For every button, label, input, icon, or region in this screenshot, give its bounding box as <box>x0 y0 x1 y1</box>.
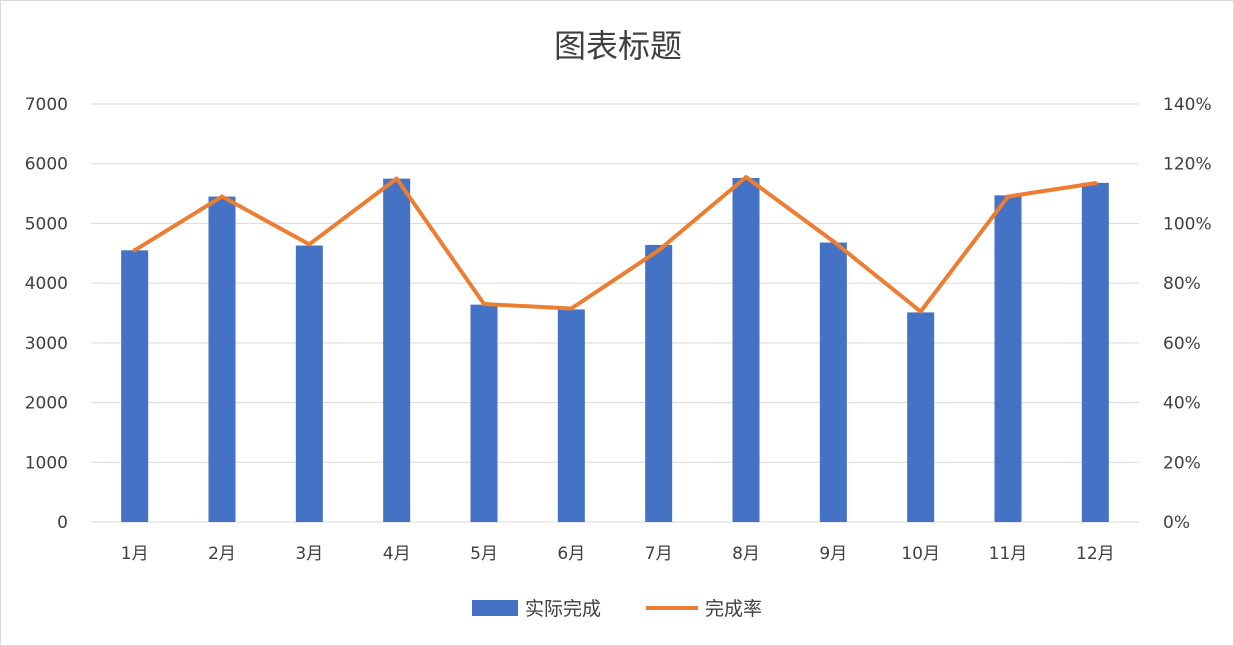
y-left-tick-label: 6000 <box>25 155 68 175</box>
x-tick-label: 9月 <box>819 544 847 564</box>
y-right-tick-label: 0% <box>1163 513 1190 533</box>
line-series <box>132 175 1098 314</box>
y-left-tick-label: 7000 <box>25 95 68 115</box>
x-tick-label: 2月 <box>208 544 236 564</box>
rate-point-1 <box>132 248 137 253</box>
y-left-tick-label: 0 <box>57 513 68 533</box>
legend-label-bars: 实际完成 <box>525 598 601 620</box>
y-left-tick-label: 5000 <box>25 214 68 234</box>
bar-5 <box>470 304 498 522</box>
rate-point-7 <box>656 248 661 253</box>
x-tick-label: 5月 <box>470 544 498 564</box>
legend-label-line: 完成率 <box>705 598 762 620</box>
y-left-tick-label: 3000 <box>25 334 68 354</box>
bar-10 <box>907 312 935 522</box>
bar-7 <box>645 244 673 522</box>
rate-point-10 <box>918 309 923 314</box>
legend: 实际完成 完成率 <box>472 598 762 620</box>
chart-title: 图表标题 <box>554 27 682 65</box>
bar-2 <box>208 196 236 523</box>
x-tick-label: 4月 <box>383 544 411 564</box>
rate-point-9 <box>831 239 836 244</box>
x-tick-label: 8月 <box>732 544 760 564</box>
y-right-tick-label: 140% <box>1163 95 1212 115</box>
y-right-tick-label: 40% <box>1163 394 1201 414</box>
rate-line <box>132 175 1098 314</box>
x-tick-label: 7月 <box>645 544 673 564</box>
y-right-tick-label: 100% <box>1163 214 1212 234</box>
y-right-tick-label: 60% <box>1163 334 1201 354</box>
bar-series <box>121 178 1109 523</box>
y-right-tick-label: 20% <box>1163 453 1201 473</box>
rate-point-6 <box>569 306 574 311</box>
x-tick-label: 1月 <box>121 544 149 564</box>
x-tick-label: 11月 <box>989 544 1028 564</box>
rate-point-8 <box>744 175 748 180</box>
y-left-tick-label: 4000 <box>25 274 68 294</box>
bar-11 <box>994 195 1022 522</box>
bar-9 <box>819 242 847 522</box>
x-tick-label: 3月 <box>295 544 323 564</box>
legend-swatch-bars <box>472 600 518 616</box>
bar-6 <box>557 309 585 522</box>
bar-12 <box>1081 182 1109 522</box>
bar-4 <box>383 178 411 522</box>
bar-8 <box>732 178 760 522</box>
rate-point-2 <box>220 194 224 199</box>
y-right-tick-label: 80% <box>1163 274 1201 294</box>
y-right-tick-label: 120% <box>1163 155 1212 175</box>
y-left-tick-label: 2000 <box>25 394 68 414</box>
y-left-tick-label: 1000 <box>25 453 68 473</box>
axes: 0 0% 1000 20% 2000 40% 3000 60% 4000 80% 5000 100% 6… <box>25 95 1212 564</box>
bar-1 <box>121 250 149 523</box>
bar-3 <box>295 245 323 522</box>
rate-point-4 <box>394 176 399 181</box>
x-tick-label: 6月 <box>557 544 585 564</box>
rate-point-11 <box>1006 194 1010 199</box>
gridlines <box>91 103 1139 523</box>
rate-point-5 <box>482 302 486 307</box>
rate-point-12 <box>1093 181 1098 186</box>
x-tick-label: 10月 <box>901 544 940 564</box>
x-tick-label: 12月 <box>1076 544 1115 564</box>
rate-point-3 <box>307 242 312 247</box>
